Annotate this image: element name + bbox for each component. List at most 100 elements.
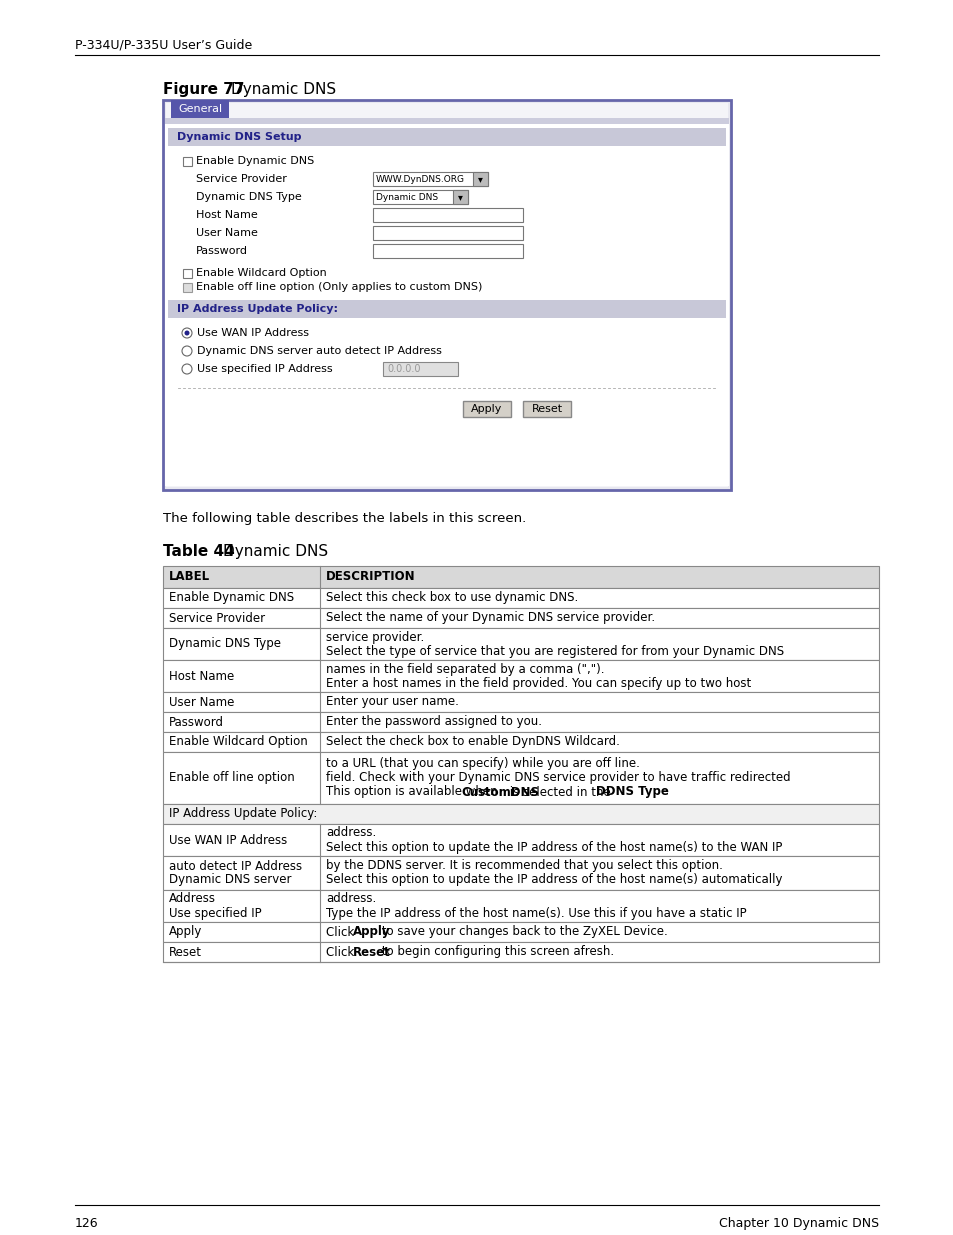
Text: Click: Click [326, 925, 357, 939]
Text: Enable off line option (Only applies to custom DNS): Enable off line option (Only applies to … [195, 282, 482, 291]
Bar [163, 856, 878, 890]
Text: Use specified IP Address: Use specified IP Address [196, 364, 333, 374]
Text: Dynamic DNS: Dynamic DNS [375, 193, 437, 201]
Bar [163, 692, 878, 713]
Bar [163, 629, 878, 659]
Text: address.: address. [326, 893, 375, 905]
Text: to a URL (that you can specify) while you are off line.: to a URL (that you can specify) while yo… [326, 757, 639, 771]
Text: Apply: Apply [471, 404, 502, 414]
Text: Service Provider: Service Provider [169, 611, 265, 625]
Text: Select this check box to use dynamic DNS.: Select this check box to use dynamic DNS… [326, 592, 578, 604]
Bar [382, 362, 457, 375]
Text: Host Name: Host Name [195, 210, 257, 220]
Text: Use specified IP: Use specified IP [169, 906, 261, 920]
Bar [163, 608, 878, 629]
Text: Select the type of service that you are registered for from your Dynamic DNS: Select the type of service that you are … [326, 645, 783, 657]
Text: P-334U/P-335U User’s Guide: P-334U/P-335U User’s Guide [75, 38, 252, 51]
Text: LABEL: LABEL [169, 571, 210, 583]
Text: Dynamic DNS server: Dynamic DNS server [169, 873, 292, 887]
Text: Dynamic DNS server auto detect IP Address: Dynamic DNS server auto detect IP Addres… [196, 346, 441, 356]
Text: auto detect IP Address: auto detect IP Address [169, 860, 302, 872]
Text: service provider.: service provider. [326, 631, 424, 643]
Text: Enable Dynamic DNS: Enable Dynamic DNS [169, 592, 294, 604]
Text: Select this option to update the IP address of the host name(s) to the WAN IP: Select this option to update the IP addr… [326, 841, 781, 853]
Text: CustomDNS: CustomDNS [460, 785, 538, 799]
Text: Type the IP address of the host name(s). Use this if you have a static IP: Type the IP address of the host name(s).… [326, 906, 746, 920]
Text: Enable Dynamic DNS: Enable Dynamic DNS [195, 156, 314, 165]
Text: Password: Password [195, 246, 248, 256]
Bar [166, 103, 727, 487]
Text: Reset: Reset [169, 946, 202, 958]
Text: DDNS Type: DDNS Type [595, 785, 668, 799]
Bar [522, 401, 571, 417]
Text: Enter the password assigned to you.: Enter the password assigned to you. [326, 715, 541, 729]
Text: Enable off line option: Enable off line option [169, 772, 294, 784]
Text: field. Check with your Dynamic DNS service provider to have traffic redirected: field. Check with your Dynamic DNS servi… [326, 772, 790, 784]
Bar [163, 566, 878, 588]
Circle shape [182, 364, 192, 374]
Bar [163, 732, 878, 752]
Text: ▾: ▾ [457, 191, 462, 203]
Text: Service Provider: Service Provider [195, 174, 287, 184]
Text: Address: Address [169, 893, 215, 905]
Text: Enable Wildcard Option: Enable Wildcard Option [169, 736, 308, 748]
Bar [183, 269, 192, 278]
Text: 126: 126 [75, 1216, 98, 1230]
Text: Dynamic DNS: Dynamic DNS [223, 543, 328, 559]
Bar [163, 942, 878, 962]
Text: Host Name: Host Name [169, 669, 234, 683]
Text: This option is available when: This option is available when [326, 785, 501, 799]
Text: Apply: Apply [169, 925, 202, 939]
Bar [165, 124, 728, 487]
Text: Select this option to update the IP address of the host name(s) automatically: Select this option to update the IP addr… [326, 873, 781, 887]
Text: Use WAN IP Address: Use WAN IP Address [169, 834, 287, 846]
Text: User Name: User Name [195, 228, 257, 238]
Text: is selected in the: is selected in the [505, 785, 614, 799]
Text: Dynamic DNS Setup: Dynamic DNS Setup [177, 132, 301, 142]
Text: Enter your user name.: Enter your user name. [326, 695, 458, 709]
Text: to save your changes back to the ZyXEL Device.: to save your changes back to the ZyXEL D… [377, 925, 667, 939]
Bar [163, 804, 878, 824]
Text: User Name: User Name [169, 695, 234, 709]
Bar [171, 100, 229, 119]
Text: Chapter 10 Dynamic DNS: Chapter 10 Dynamic DNS [719, 1216, 878, 1230]
Bar [168, 300, 725, 317]
Text: Use WAN IP Address: Use WAN IP Address [196, 329, 309, 338]
Text: Dynamic DNS Type: Dynamic DNS Type [169, 637, 281, 651]
Text: Enable Wildcard Option: Enable Wildcard Option [195, 268, 327, 278]
Bar [473, 172, 488, 186]
Bar [462, 401, 511, 417]
Text: Figure 77: Figure 77 [163, 82, 244, 98]
Bar [373, 172, 488, 186]
Text: Dynamic DNS Type: Dynamic DNS Type [195, 191, 301, 203]
Text: General: General [178, 104, 222, 114]
Bar [453, 190, 468, 204]
Circle shape [182, 329, 192, 338]
Bar [163, 752, 878, 804]
Text: WWW.DynDNS.ORG: WWW.DynDNS.ORG [375, 174, 464, 184]
Bar [373, 245, 522, 258]
Text: Select the name of your Dynamic DNS service provider.: Select the name of your Dynamic DNS serv… [326, 611, 655, 625]
Bar [373, 226, 522, 240]
Text: DESCRIPTION: DESCRIPTION [326, 571, 416, 583]
Text: Click: Click [326, 946, 357, 958]
Bar [165, 119, 728, 124]
Bar [163, 100, 730, 490]
Text: 0.0.0.0: 0.0.0.0 [387, 364, 420, 374]
Text: address.: address. [326, 826, 375, 840]
Text: by the DDNS server. It is recommended that you select this option.: by the DDNS server. It is recommended th… [326, 860, 722, 872]
Text: Reset: Reset [353, 946, 391, 958]
Bar [163, 659, 878, 692]
Bar [373, 207, 522, 222]
Circle shape [184, 331, 190, 336]
Text: IP Address Update Policy:: IP Address Update Policy: [177, 304, 337, 314]
Bar [183, 283, 192, 291]
Bar [163, 890, 878, 923]
Text: Apply: Apply [353, 925, 390, 939]
Text: Reset: Reset [531, 404, 562, 414]
Text: Password: Password [169, 715, 224, 729]
Text: ▾: ▾ [477, 174, 482, 184]
Bar [163, 923, 878, 942]
Bar [163, 824, 878, 856]
Text: IP Address Update Policy:: IP Address Update Policy: [169, 808, 317, 820]
